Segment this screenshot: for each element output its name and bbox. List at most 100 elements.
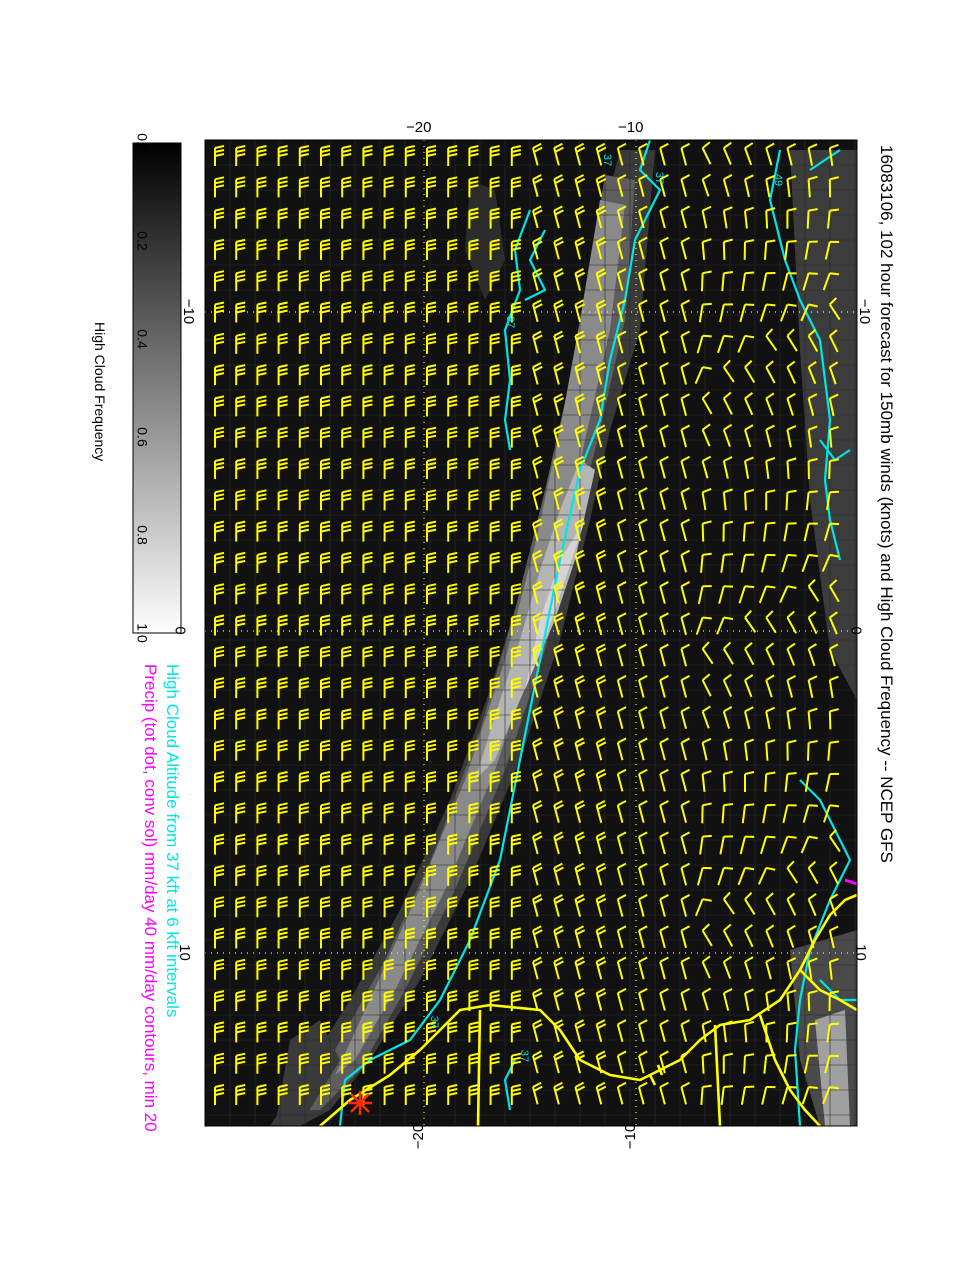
wind-barb [256, 458, 267, 479]
wind-barb [362, 395, 373, 417]
wind-barb [680, 393, 691, 417]
wind-barb [256, 927, 267, 949]
wind-barb [214, 1052, 225, 1074]
wind-barb [447, 270, 458, 292]
wind-barb [235, 1021, 246, 1043]
wind-barb [680, 831, 691, 855]
wind-barb [553, 862, 564, 886]
wind-barb [532, 1050, 543, 1074]
wind-barb [447, 802, 458, 824]
wind-barb [256, 990, 267, 1012]
wind-barb [489, 927, 500, 949]
wind-barb [404, 301, 416, 323]
wind-barb [757, 866, 776, 885]
wind-barb [701, 205, 712, 229]
wind-barb [786, 360, 796, 384]
wind-barb [553, 455, 564, 479]
wind-barb [765, 739, 776, 761]
wind-barb [616, 174, 627, 197]
wind-barb [362, 708, 373, 730]
wind-barb [256, 176, 267, 198]
wind-barb [532, 737, 543, 761]
wind-barb [298, 771, 310, 792]
wind-barb [616, 706, 627, 730]
wind-barb [320, 896, 331, 918]
wind-barb [426, 458, 437, 479]
wind-barb [362, 1052, 373, 1074]
wind-barb [468, 896, 479, 918]
wind-barb [320, 395, 331, 417]
wind-barb [341, 551, 352, 573]
wind-barb [763, 521, 776, 542]
wind-barb [802, 804, 818, 823]
wind-barb [574, 987, 586, 1011]
wind-barb [744, 456, 754, 479]
cloud-altitude-subtitle: High Cloud Altitude from 37 kft at 6 kft… [163, 664, 182, 1018]
wind-barb [638, 393, 648, 417]
wind-barb [383, 520, 394, 542]
wind-barb [468, 958, 479, 980]
wind-barb [701, 923, 713, 947]
wind-barb [638, 581, 648, 604]
wind-barb [341, 958, 352, 980]
wind-barb [553, 518, 564, 542]
wind-barb [532, 956, 543, 980]
wind-barb [320, 551, 331, 573]
wind-barb [700, 1084, 712, 1106]
wind-barb [595, 142, 607, 166]
wind-barb [277, 176, 288, 198]
wind-barb [362, 1084, 373, 1105]
wind-barb [362, 332, 373, 354]
wind-barb [800, 303, 818, 322]
wind-barb [235, 270, 246, 292]
wind-barb [362, 520, 373, 542]
wind-barb [807, 328, 819, 353]
wind-barb [638, 142, 648, 166]
wind-barb [214, 551, 225, 573]
wind-barb [341, 176, 352, 198]
wind-barb [341, 990, 352, 1012]
wind-barb [235, 332, 246, 354]
wind-barb [256, 551, 267, 573]
wind-barb [659, 706, 669, 730]
wind-barb [807, 860, 819, 884]
wind-barb [277, 1052, 288, 1074]
wind-barb [362, 927, 373, 949]
wind-barb [532, 518, 543, 542]
wind-barb [744, 924, 754, 948]
wind-barb [341, 207, 352, 229]
wind-barb [404, 489, 416, 511]
wind-barb [447, 990, 458, 1012]
wind-barb [256, 270, 267, 292]
wind-barb [739, 835, 755, 855]
wind-barb [277, 489, 288, 511]
wind-barb [595, 800, 607, 823]
wind-barb [235, 958, 246, 980]
wind-barb [277, 771, 288, 792]
wind-barb [214, 833, 225, 855]
wind-barb [680, 956, 691, 980]
axis-tick-label: 0 [847, 626, 865, 635]
wind-barb [362, 207, 373, 229]
wind-barb [277, 583, 288, 605]
wind-barb [426, 896, 437, 918]
wind-barb [680, 674, 691, 698]
wind-barb [298, 1052, 310, 1074]
wind-barb [595, 205, 607, 229]
wind-barb [362, 145, 373, 166]
wind-barb [532, 268, 543, 291]
wind-barb [277, 614, 288, 636]
wind-barb [828, 829, 841, 853]
wind-barb [595, 299, 607, 323]
wind-barb [680, 236, 691, 260]
wind-barb [404, 864, 416, 886]
wind-barb [298, 1021, 310, 1043]
wind-barb [404, 927, 416, 949]
wind-barb [235, 864, 246, 886]
wind-barb [659, 299, 669, 323]
wind-barb [426, 927, 437, 949]
wind-barb [744, 892, 756, 915]
wind-barb [722, 641, 734, 665]
wind-barb [214, 270, 225, 292]
wind-barb [532, 424, 543, 448]
